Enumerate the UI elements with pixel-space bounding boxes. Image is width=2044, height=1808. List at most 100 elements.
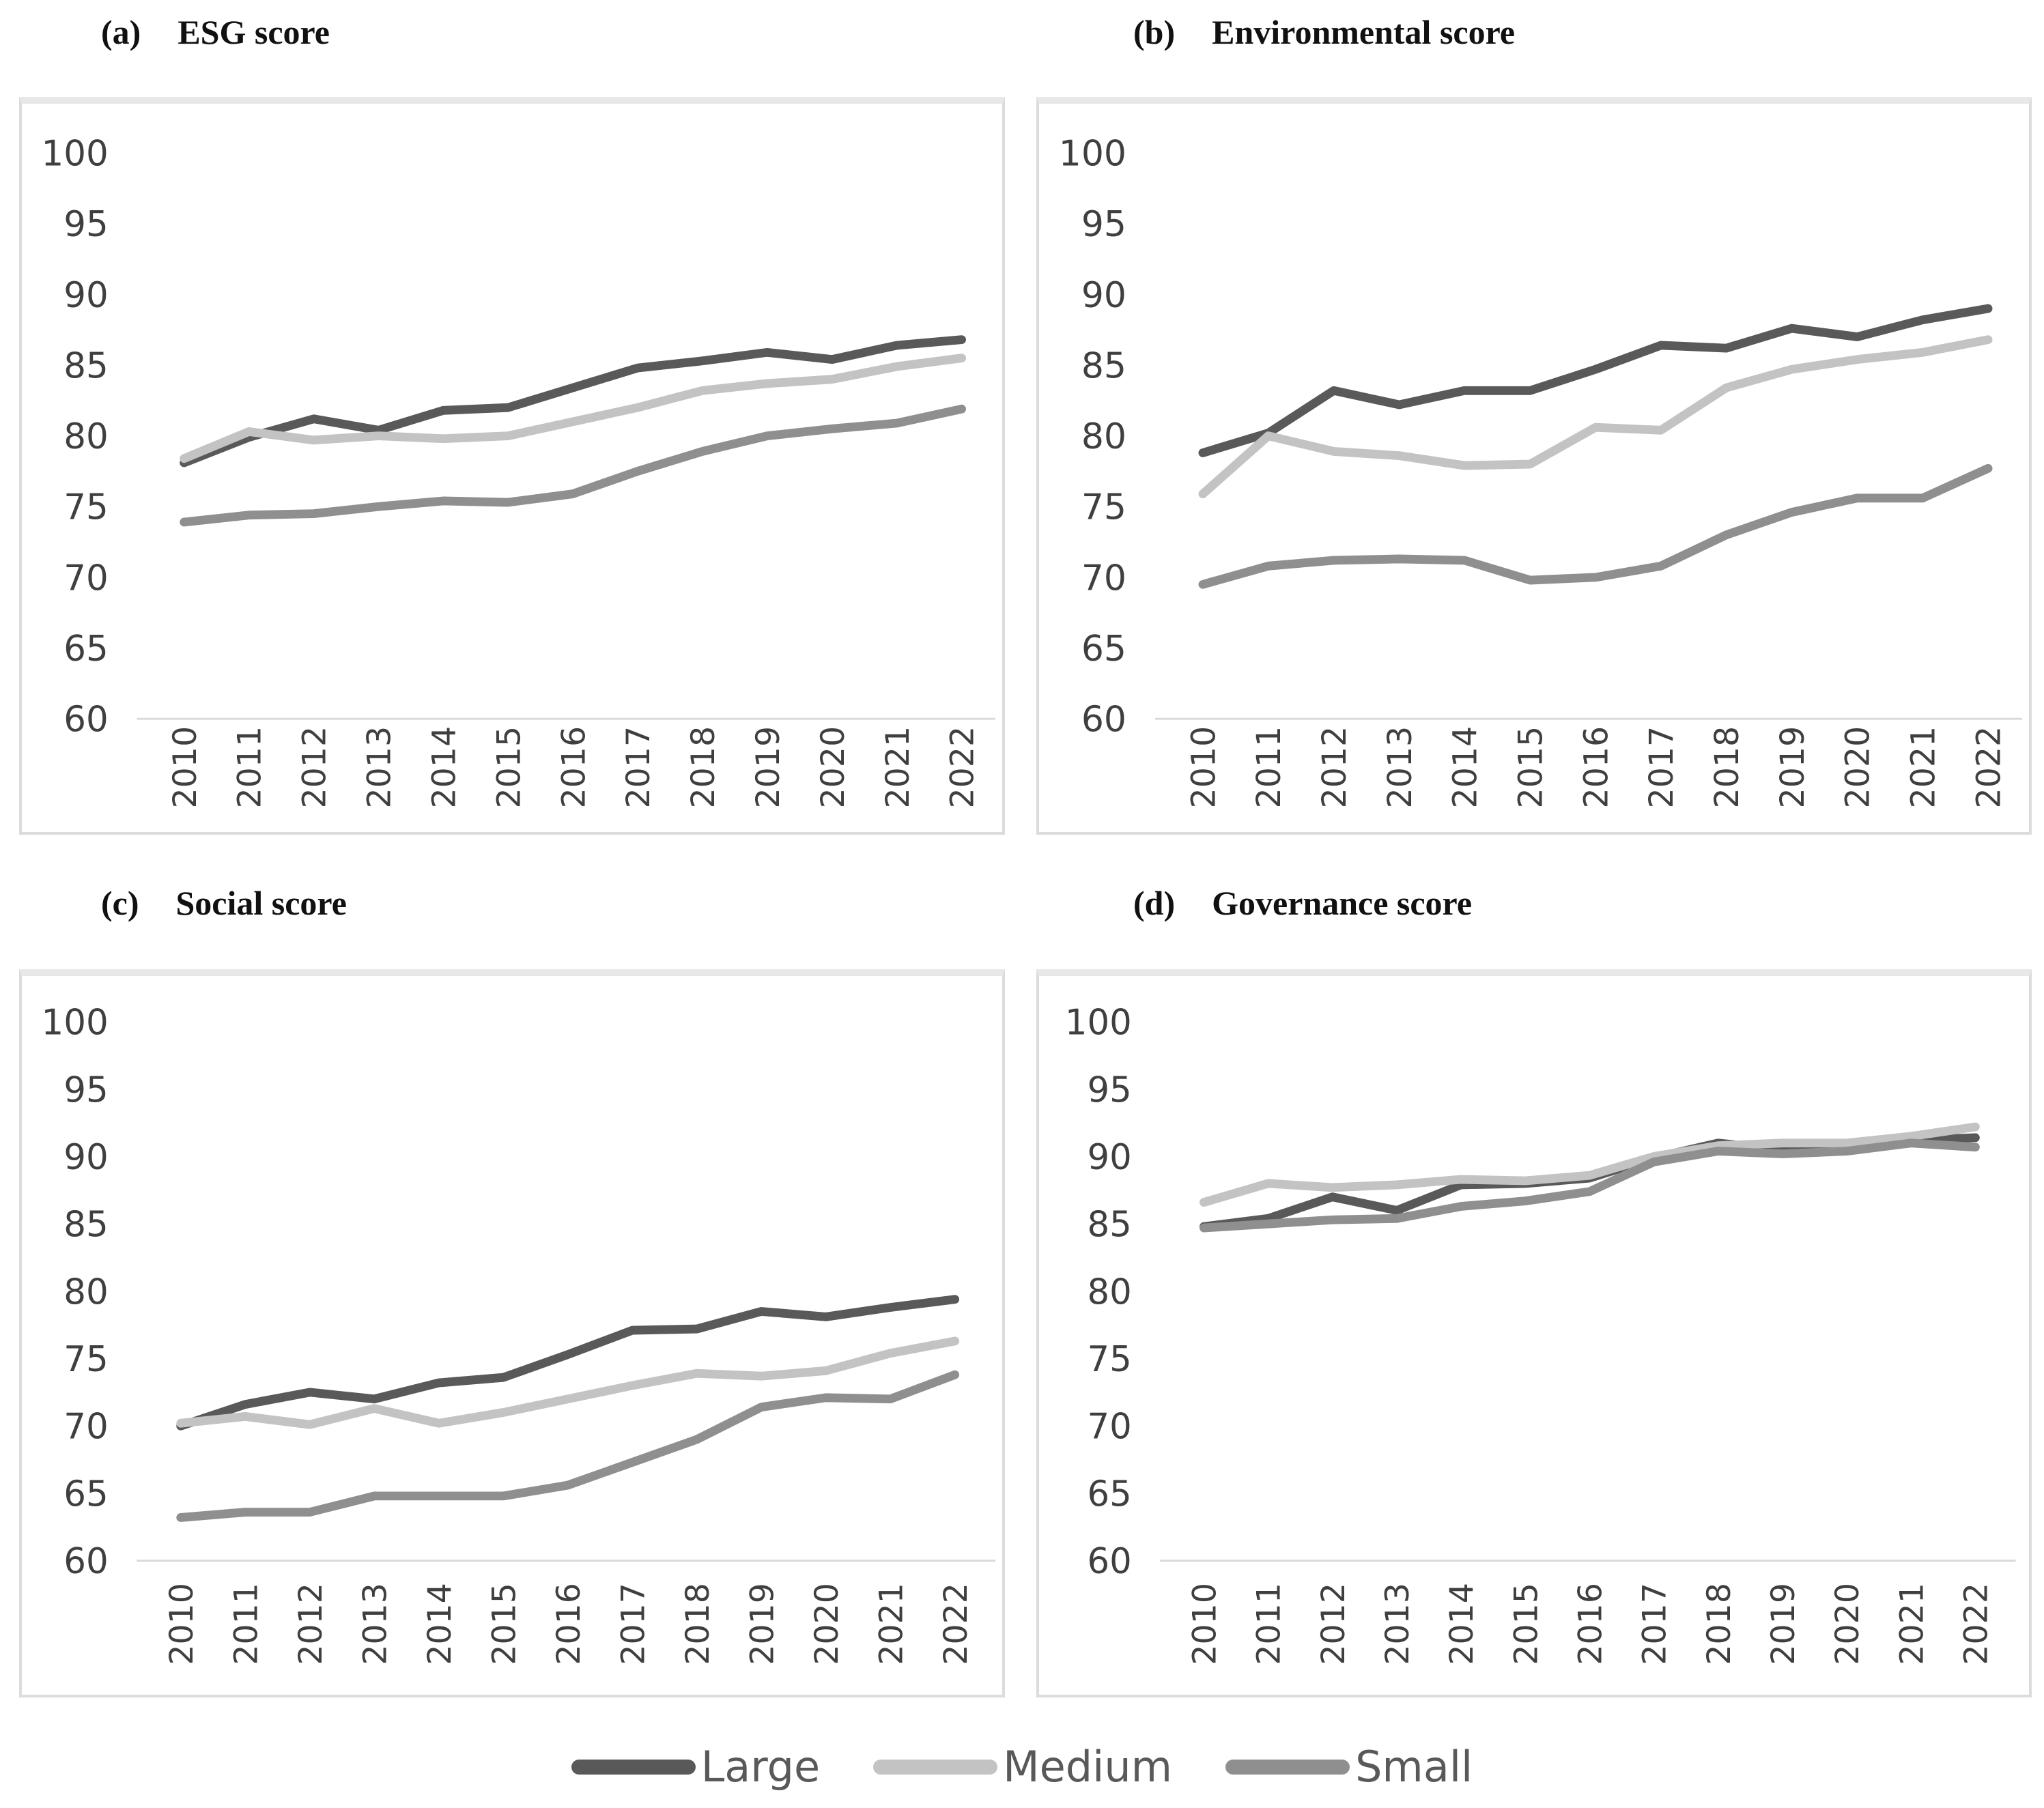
y-axis-tick-label: 85 (1081, 346, 1126, 387)
x-axis-year-label: 2021 (1905, 726, 1942, 809)
panel-label-b: (b) (1133, 13, 1176, 51)
chart-title-a: (a) ESG score (101, 12, 330, 52)
series-line-medium (176, 1336, 960, 1429)
x-axis-year-label: 2013 (360, 726, 398, 809)
legend-label-medium: Medium (1003, 1742, 1173, 1792)
x-axis-year-label: 2022 (944, 726, 982, 809)
x-axis-year-label: 2017 (614, 1583, 652, 1665)
x-axis-year-label: 2020 (814, 726, 852, 809)
x-axis-year-label: 2012 (296, 726, 334, 809)
legend-label-small: Small (1355, 1742, 1473, 1792)
y-axis-tick-label: 75 (63, 487, 109, 528)
x-axis-year-label: 2022 (937, 1583, 975, 1665)
y-axis-tick-label: 70 (63, 558, 109, 599)
y-axis-tick-label: 95 (1081, 204, 1126, 245)
y-axis-tick-label: 100 (1065, 1003, 1132, 1044)
x-axis-year-label: 2012 (1316, 726, 1354, 809)
y-axis-tick-label: 90 (1081, 275, 1126, 316)
panel-label-c: (c) (101, 884, 139, 922)
y-axis-tick-label: 90 (1088, 1137, 1132, 1178)
legend-item-small: Small (1225, 1746, 1473, 1788)
y-axis-tick-label: 60 (1088, 1541, 1132, 1582)
y-axis-tick-label: 75 (1081, 487, 1126, 528)
x-axis-year-label: 2016 (550, 1583, 588, 1665)
series-line-small (1200, 1138, 1980, 1233)
x-axis-year-label: 2015 (485, 1583, 523, 1665)
x-axis-year-label: 2012 (1315, 1583, 1352, 1665)
panel-label-a: (a) (101, 13, 141, 51)
y-axis-tick-label: 95 (63, 204, 109, 245)
x-axis-year-label: 2018 (679, 1583, 717, 1665)
y-axis-tick-label: 90 (63, 275, 109, 316)
series-line-small (176, 1370, 960, 1522)
y-axis-tick-label: 80 (63, 1272, 109, 1312)
y-axis-tick-label: 65 (63, 629, 109, 670)
x-axis-year-label: 2015 (1512, 726, 1550, 809)
series-line-medium (1198, 335, 1993, 499)
y-axis-tick-label: 85 (1088, 1205, 1132, 1246)
x-axis-year-label: 2011 (1251, 1583, 1288, 1665)
x-axis-year-label: 2020 (1839, 726, 1877, 809)
environmental-score-line-chart: 100 95 90 85 80 75 70 65 60 2010 2011 2012 2013 2014 2… (1059, 134, 2022, 809)
x-axis-year-label: 2014 (1447, 726, 1484, 809)
x-axis-year-label: 2019 (1765, 1583, 1802, 1665)
panel-governance-score: 100 95 90 85 80 75 70 65 60 2010 2011 2012 2013 2014 2… (1036, 969, 2032, 1697)
series-line-large (176, 1295, 960, 1431)
legend: Large Medium Small (0, 1736, 2044, 1798)
y-axis-tick-label: 95 (1088, 1070, 1132, 1110)
x-axis-year-label: 2018 (685, 726, 722, 809)
x-axis-year-label: 2011 (227, 1583, 265, 1665)
x-axis-year-label: 2015 (1507, 1583, 1545, 1665)
x-axis-year-label: 2015 (490, 726, 528, 809)
x-axis-year-label: 2013 (1382, 726, 1419, 809)
y-axis-tick-label: 80 (63, 416, 109, 457)
x-axis-year-label: 2019 (750, 726, 787, 809)
x-axis-year-label: 2017 (620, 726, 657, 809)
legend-swatch-medium (873, 1760, 998, 1775)
series-line-medium (1200, 1122, 1980, 1207)
x-axis-year-label: 2019 (743, 1583, 781, 1665)
social-score-line-chart: 100 95 90 85 80 75 70 65 60 2010 2011 2012 2013 2014 2… (41, 1003, 996, 1665)
x-axis-year-label: 2020 (1829, 1583, 1866, 1665)
x-axis-year-label: 2022 (1957, 1583, 1995, 1665)
series-line-small (1198, 463, 1993, 589)
chart-title-text-b: Environmental score (1212, 13, 1516, 51)
y-axis-tick-label: 75 (1088, 1339, 1132, 1380)
x-axis-year-label: 2019 (1774, 726, 1812, 809)
legend-label-large: Large (700, 1742, 821, 1792)
series-line-small (180, 404, 967, 527)
panel-environmental-score: 100 95 90 85 80 75 70 65 60 2010 2011 2012 2013 2014 2… (1036, 97, 2032, 835)
y-axis-tick-label: 75 (63, 1339, 109, 1380)
y-axis-tick-label: 60 (63, 1541, 109, 1582)
y-axis-tick-label: 65 (1088, 1474, 1132, 1515)
x-axis-year-label: 2010 (163, 1583, 201, 1665)
legend-item-medium: Medium (873, 1746, 1172, 1788)
x-axis-year-label: 2010 (167, 726, 204, 809)
x-axis-year-label: 2013 (1379, 1583, 1417, 1665)
panel-esg-score: 100 95 90 85 80 75 70 65 60 2010 2011 2012 2013 2014 2… (19, 97, 1005, 835)
y-axis-tick-label: 85 (63, 1205, 109, 1246)
chart-title-c: (c) Social score (101, 883, 347, 923)
y-axis-tick-label: 85 (63, 346, 109, 387)
y-axis-tick-label: 70 (1088, 1407, 1132, 1448)
chart-title-d: (d) Governance score (1133, 883, 1472, 923)
y-axis-tick-label: 70 (63, 1407, 109, 1448)
x-axis-year-label: 2018 (1701, 1583, 1738, 1665)
legend-swatch-large (571, 1760, 696, 1775)
governance-score-line-chart: 100 95 90 85 80 75 70 65 60 2010 2011 2012 2013 2014 2… (1065, 1003, 2016, 1665)
x-axis-year-label: 2016 (1578, 726, 1615, 809)
chart-title-text-a: ESG score (178, 13, 330, 51)
y-axis-tick-label: 100 (41, 1003, 108, 1044)
x-axis-year-label: 2011 (1251, 726, 1288, 809)
x-axis-year-label: 2021 (879, 726, 917, 809)
x-axis-year-label: 2010 (1185, 726, 1223, 809)
series-line-medium (180, 354, 967, 463)
x-axis-year-label: 2017 (1643, 726, 1681, 809)
chart-title-b: (b) Environmental score (1133, 12, 1515, 52)
x-axis-year-label: 2014 (1443, 1583, 1481, 1665)
y-axis-tick-label: 60 (63, 700, 109, 741)
y-axis-tick-label: 80 (1081, 416, 1126, 457)
x-axis-year-label: 2011 (231, 726, 269, 809)
y-axis-tick-label: 100 (1059, 134, 1126, 175)
